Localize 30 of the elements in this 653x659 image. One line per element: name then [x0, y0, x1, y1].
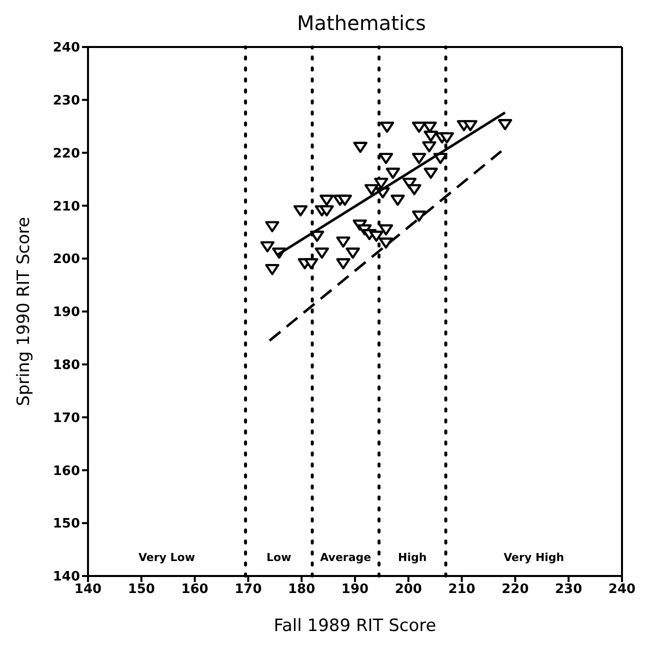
x-tick-label: 200: [394, 582, 422, 598]
y-tick-label: 160: [52, 464, 80, 479]
y-tick-label: 200: [52, 252, 80, 268]
y-tick-label: 190: [52, 305, 80, 320]
y-tick-label: 170: [52, 410, 80, 426]
x-tick-label: 240: [608, 582, 636, 598]
x-tick-label: 140: [74, 582, 102, 598]
annotation: Average: [320, 551, 372, 564]
y-tick-label: 210: [52, 199, 80, 214]
x-tick-label: 210: [448, 582, 476, 598]
annotation: Low: [266, 551, 292, 564]
y-tick-label: 230: [52, 94, 80, 109]
y-tick-label: 240: [52, 40, 80, 56]
annotation: Very High: [504, 551, 564, 564]
y-tick-label: 150: [52, 516, 80, 532]
x-tick-label: 230: [555, 582, 582, 598]
y-tick-label: 220: [52, 146, 80, 162]
y-axis-title: Spring 1990 RIT Score: [14, 216, 34, 406]
x-tick-label: 180: [288, 582, 316, 598]
x-tick-label: 160: [181, 582, 208, 598]
annotation: High: [398, 551, 427, 564]
x-tick-label: 150: [128, 582, 155, 598]
annotation: Very Low: [138, 551, 196, 564]
x-tick-label: 170: [234, 582, 262, 598]
chart-title: Mathematics: [296, 10, 427, 37]
y-tick-label: 180: [52, 358, 80, 374]
x-axis-title: Fall 1989 RIT Score: [274, 616, 436, 636]
x-tick-label: 220: [502, 582, 529, 598]
y-tick-label: 140: [52, 570, 80, 585]
x-tick-label: 190: [341, 582, 369, 598]
